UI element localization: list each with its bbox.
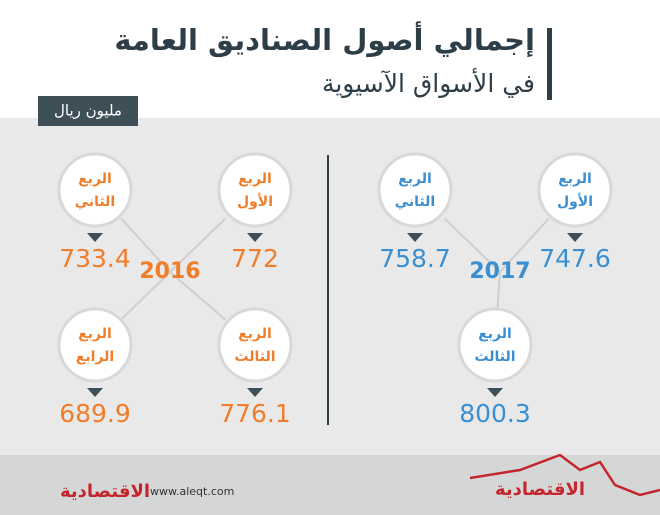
quarter-label: الربع: [478, 326, 512, 342]
quarter-circle: [217, 152, 293, 228]
connector: [120, 218, 171, 273]
quarter-circle: [457, 307, 533, 383]
quarter-label: الرابع: [76, 349, 114, 365]
quarter-label: الربع: [238, 326, 272, 342]
year: 2017: [469, 259, 530, 284]
quarter-circle: [377, 152, 453, 228]
quarter-label: الثاني: [75, 194, 115, 210]
quarter-value: 758.7: [379, 244, 451, 273]
footer-logo: الاقتصادية: [60, 481, 150, 502]
pointer: [407, 233, 423, 242]
quarter-circle: [57, 307, 133, 383]
quarter-label: الثالث: [234, 349, 275, 365]
title: إجمالي أصول الصناديق العامة: [114, 21, 535, 58]
connector: [169, 271, 226, 321]
quarter-label: الثالث: [474, 349, 515, 365]
footer-band: [0, 455, 660, 515]
quarter-value: 689.9: [59, 399, 131, 428]
quarter-label: الربع: [238, 171, 272, 187]
pointer: [567, 233, 583, 242]
quarter-value: 800.3: [459, 399, 531, 428]
connector: [169, 217, 226, 273]
unit-box: [38, 96, 138, 126]
quarter-label: الربع: [398, 171, 432, 187]
subtitle: في الأسواق الآسيوية: [322, 67, 535, 98]
pointer: [487, 388, 503, 397]
pointer: [87, 388, 103, 397]
unit: مليون ريال: [54, 102, 122, 120]
quarter-value: 747.6: [539, 244, 611, 273]
connector: [444, 217, 501, 273]
footer-url: www.aleqt.com: [150, 485, 234, 498]
footer-logo-right: الاقتصادية: [495, 479, 585, 500]
year: 2016: [139, 259, 200, 284]
quarter-value: 733.4: [59, 244, 131, 273]
footer-decor-line: [469, 453, 660, 497]
quarter-circle: [57, 152, 133, 228]
quarter-circle: [217, 307, 293, 383]
pointer: [247, 233, 263, 242]
pointer: [87, 233, 103, 242]
quarter-value: 772: [231, 244, 279, 273]
quarter-label: الربع: [78, 326, 112, 342]
quarter-label: الربع: [78, 171, 112, 187]
title-accent: [547, 28, 552, 100]
pointer: [247, 388, 263, 397]
quarter-label: الأول: [557, 193, 593, 210]
connector: [120, 271, 171, 321]
quarter-label: الثاني: [395, 194, 435, 210]
quarter-label: الربع: [558, 171, 592, 187]
quarter-value: 776.1: [219, 399, 291, 428]
connector: [499, 218, 550, 273]
quarter-label: الأول: [237, 193, 273, 210]
quarter-circle: [537, 152, 613, 228]
